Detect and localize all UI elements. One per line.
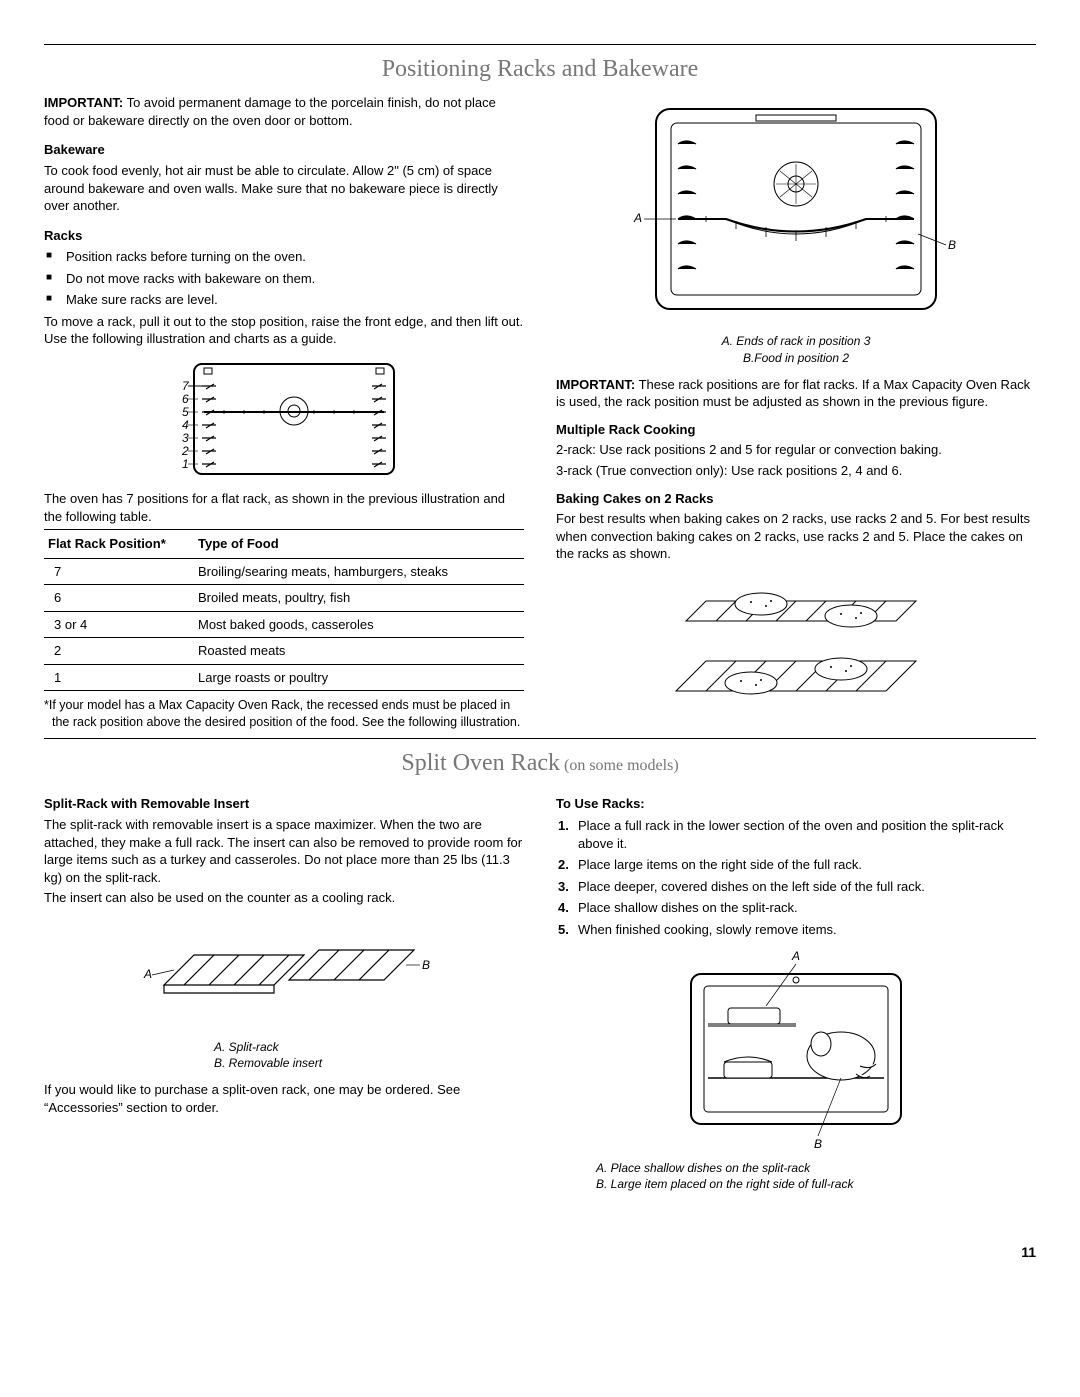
racks-heading: Racks	[44, 227, 524, 245]
food-table-col2: Type of Food	[194, 530, 524, 559]
svg-text:3: 3	[182, 431, 189, 445]
table-footnote: *If your model has a Max Capacity Oven R…	[44, 697, 524, 731]
bakeware-text: To cook food evenly, hot air must be abl…	[44, 162, 524, 215]
step: Place deeper, covered dishes on the left…	[578, 878, 1036, 896]
table-cell: Large roasts or poultry	[194, 664, 524, 691]
multi-p1: 2-rack: Use rack positions 2 and 5 for r…	[556, 441, 1036, 459]
splitrack-diagram: A B	[44, 915, 524, 1035]
splitrack-p2: The insert can also be used on the count…	[44, 889, 524, 907]
splitrack-p3: If you would like to purchase a split-ov…	[44, 1081, 524, 1116]
important-paragraph: IMPORTANT: To avoid permanent damage to …	[44, 94, 524, 129]
section2-columns: Split-Rack with Removable Insert The spl…	[44, 785, 1036, 1202]
food-table: Flat Rack Position* Type of Food 7Broili…	[44, 529, 524, 691]
table-cell: Broiling/searing meats, hamburgers, stea…	[194, 558, 524, 585]
step: Place large items on the right side of t…	[578, 856, 1036, 874]
section2-title: Split Oven Rack (on some models)	[44, 747, 1036, 779]
step: Place shallow dishes on the split-rack.	[578, 899, 1036, 917]
page-number: 11	[44, 1243, 1036, 1262]
multi-p2: 3-rack (True convection only): Use rack …	[556, 462, 1036, 480]
bakeware-heading: Bakeware	[44, 141, 524, 159]
splitrack-heading: Split-Rack with Removable Insert	[44, 795, 524, 813]
use-caption-a: A. Place shallow dishes on the split-rac…	[596, 1160, 1036, 1176]
use-caption-b: B. Large item placed on the right side o…	[596, 1176, 1036, 1192]
cakes-diagram	[556, 571, 1036, 721]
section1-columns: IMPORTANT: To avoid permanent damage to …	[44, 91, 1036, 734]
table-cell: 7	[44, 558, 194, 585]
table-row: 1Large roasts or poultry	[44, 664, 524, 691]
use-racks-heading: To Use Racks:	[556, 795, 1036, 813]
racks-bullets: Position racks before turning on the ove…	[44, 248, 524, 309]
table-row: 3 or 4Most baked goods, casseroles	[44, 611, 524, 638]
svg-text:B: B	[422, 958, 430, 972]
table-row: 6Broiled meats, poultry, fish	[44, 585, 524, 612]
table-cell: Broiled meats, poultry, fish	[194, 585, 524, 612]
diagram-caption: A. Ends of rack in position 3 B.Food in …	[556, 333, 1036, 365]
cakes-text: For best results when baking cakes on 2 …	[556, 510, 1036, 563]
svg-text:A: A	[143, 967, 152, 981]
section2-right-col: To Use Racks: Place a full rack in the l…	[556, 785, 1036, 1202]
rack-bullet: Make sure racks are level.	[66, 291, 524, 309]
use-racks-steps: Place a full rack in the lower section o…	[556, 817, 1036, 938]
caption-b: B.Food in position 2	[556, 350, 1036, 366]
caption-a: A. Ends of rack in position 3	[556, 333, 1036, 349]
important2-paragraph: IMPORTANT: These rack positions are for …	[556, 376, 1036, 411]
section2-title-sub: (on some models)	[560, 757, 679, 774]
top-rule	[44, 44, 1036, 45]
section2-title-main: Split Oven Rack	[401, 750, 560, 776]
cakes-heading: Baking Cakes on 2 Racks	[556, 490, 1036, 508]
svg-text:A: A	[633, 211, 642, 225]
section1-title: Positioning Racks and Bakeware	[44, 53, 1036, 85]
splitrack-caption: A. Split-rack B. Removable insert	[154, 1039, 414, 1071]
splitrack-caption-a: A. Split-rack	[214, 1039, 414, 1055]
svg-text:4: 4	[182, 418, 189, 432]
splitrack-p1: The split-rack with removable insert is …	[44, 816, 524, 886]
svg-text:2: 2	[181, 444, 189, 458]
svg-text:6: 6	[182, 392, 189, 406]
table-cell: Most baked goods, casseroles	[194, 611, 524, 638]
table-row: 2Roasted meats	[44, 638, 524, 665]
food-table-col1: Flat Rack Position*	[44, 530, 194, 559]
svg-text:B: B	[814, 1137, 822, 1151]
rack-bullet: Do not move racks with bakeware on them.	[66, 270, 524, 288]
table-cell: 1	[44, 664, 194, 691]
multi-heading: Multiple Rack Cooking	[556, 421, 1036, 439]
table-cell: 6	[44, 585, 194, 612]
section2-left-col: Split-Rack with Removable Insert The spl…	[44, 785, 524, 1202]
step: Place a full rack in the lower section o…	[578, 817, 1036, 852]
table-cell: 2	[44, 638, 194, 665]
svg-text:1: 1	[182, 457, 189, 471]
oven-positions-diagram: 7 6 5 4 3 2 1	[44, 356, 524, 486]
svg-text:A: A	[791, 949, 800, 963]
step: When finished cooking, slowly remove ite…	[578, 921, 1036, 939]
important2-label: IMPORTANT:	[556, 377, 635, 392]
splitrack-caption-b: B. Removable insert	[214, 1055, 414, 1071]
use-racks-diagram: A	[556, 946, 1036, 1156]
positions-text: The oven has 7 positions for a flat rack…	[44, 490, 524, 525]
section1-right-col: A B A. Ends of rack in position 3 B.Food…	[556, 91, 1036, 734]
rack-bullet: Position racks before turning on the ove…	[66, 248, 524, 266]
mid-rule	[44, 738, 1036, 739]
table-cell: Roasted meats	[194, 638, 524, 665]
use-racks-caption: A. Place shallow dishes on the split-rac…	[556, 1160, 1036, 1192]
oven-rack-diagram: A B	[556, 99, 1036, 329]
svg-text:5: 5	[182, 405, 189, 419]
svg-text:B: B	[948, 238, 956, 252]
move-rack-text: To move a rack, pull it out to the stop …	[44, 313, 524, 348]
important-label: IMPORTANT:	[44, 95, 123, 110]
section1-left-col: IMPORTANT: To avoid permanent damage to …	[44, 91, 524, 734]
table-cell: 3 or 4	[44, 611, 194, 638]
table-row: 7Broiling/searing meats, hamburgers, ste…	[44, 558, 524, 585]
